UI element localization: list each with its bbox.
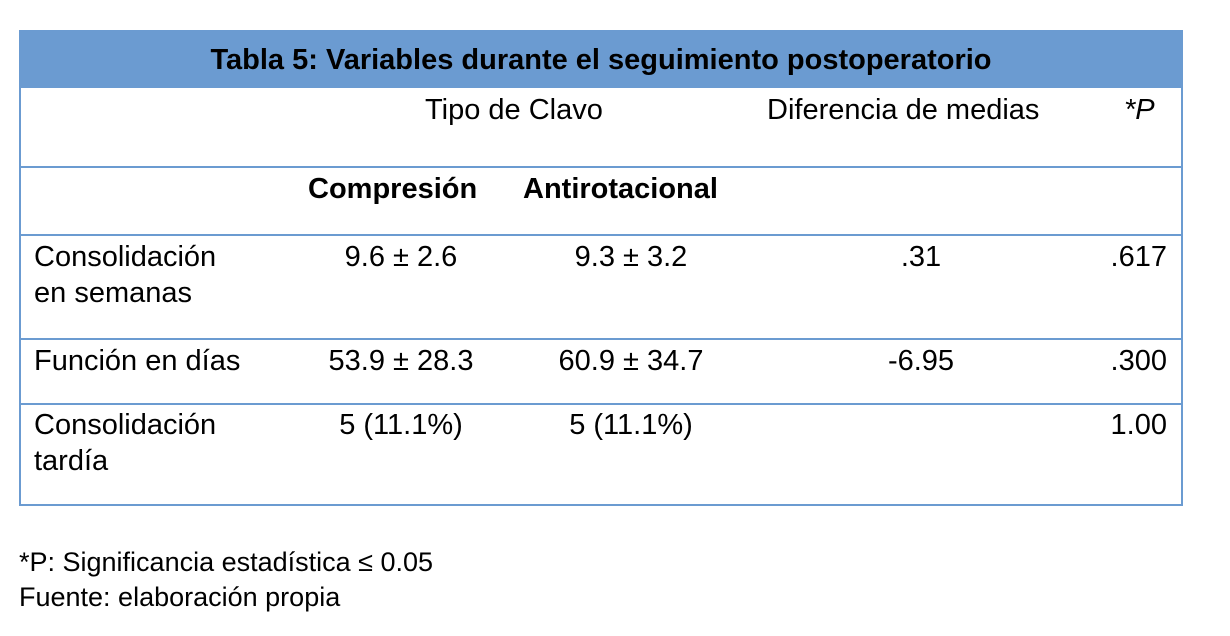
header-diferencia-medias: Diferencia de medias xyxy=(767,94,1040,126)
footnote-source: Fuente: elaboración propia xyxy=(19,582,341,612)
cell-compresion: 53.9 ± 28.3 xyxy=(328,345,474,377)
cell-diferencia: .31 xyxy=(900,241,942,273)
cell-compresion: 5 (11.1%) xyxy=(339,409,463,441)
cell-antirotacional: 9.3 ± 3.2 xyxy=(574,241,688,273)
footnote-significance: *P: Significancia estadística ≤ 0.05 xyxy=(19,547,434,577)
row-divider xyxy=(21,338,1181,340)
cell-compresion: 9.6 ± 2.6 xyxy=(344,241,458,273)
row-divider xyxy=(21,234,1181,236)
row-label: Consolidación xyxy=(34,241,217,273)
cell-p: 1.00 xyxy=(1110,409,1167,441)
table-title: Tabla 5: Variables durante el seguimient… xyxy=(21,32,1181,88)
header-tipo-clavo: Tipo de Clavo xyxy=(425,94,603,126)
header-compresion: Compresión xyxy=(308,173,478,205)
cell-p: .617 xyxy=(1110,241,1167,273)
row-label-continued: en semanas xyxy=(34,277,192,309)
header-antirotacional: Antirotacional xyxy=(523,173,718,205)
row-label: Consolidación xyxy=(34,409,217,441)
header-p-value: *P xyxy=(1124,94,1155,126)
row-label: Función en días xyxy=(34,345,241,377)
cell-antirotacional: 60.9 ± 34.7 xyxy=(558,345,704,377)
row-label-continued: tardía xyxy=(34,445,109,477)
cell-p: .300 xyxy=(1110,345,1167,377)
results-table: Tabla 5: Variables durante el seguimient… xyxy=(19,30,1183,506)
cell-antirotacional: 5 (11.1%) xyxy=(569,409,693,441)
row-divider xyxy=(21,403,1181,405)
cell-diferencia: -6.95 xyxy=(887,345,955,377)
row-divider xyxy=(21,166,1181,168)
